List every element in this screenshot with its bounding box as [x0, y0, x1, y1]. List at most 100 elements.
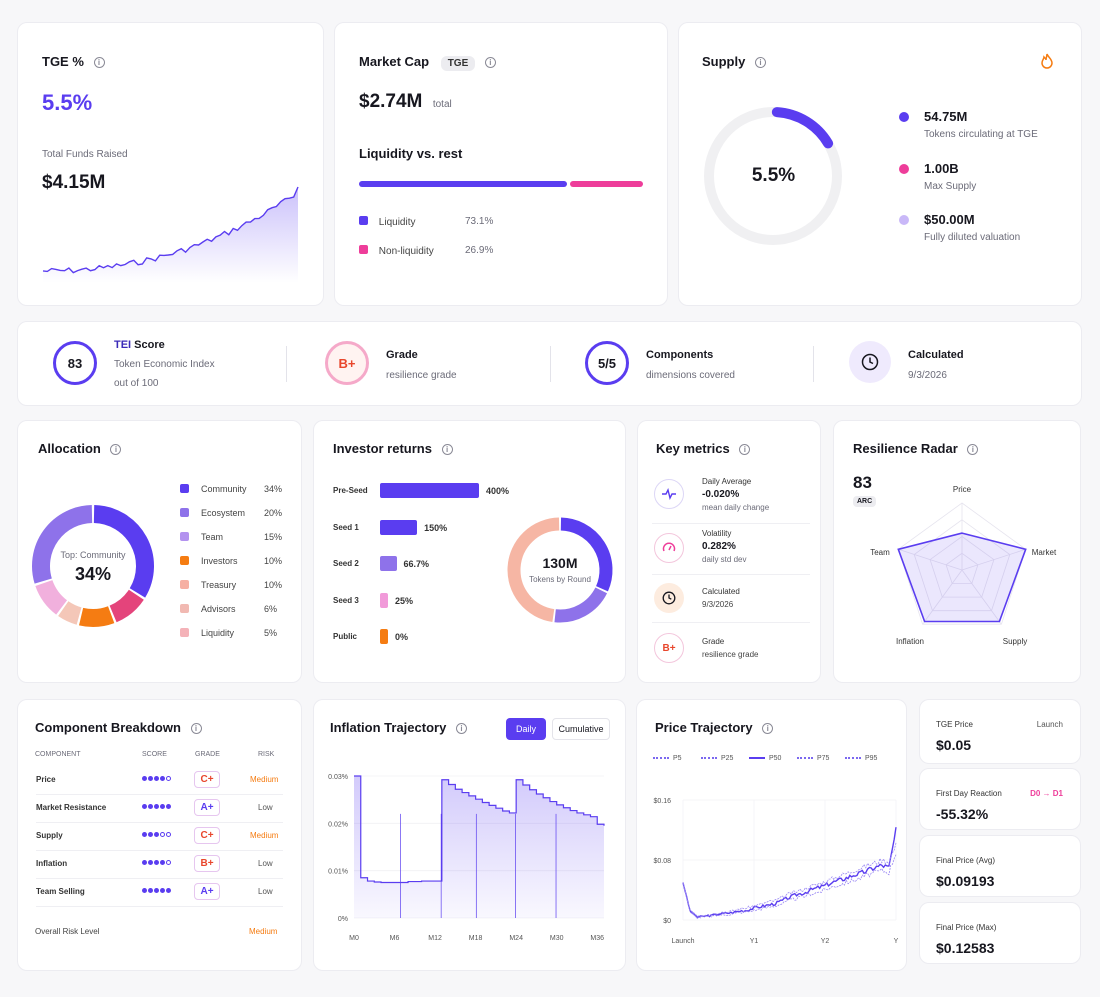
round-slice[interactable]: [507, 517, 560, 622]
table-row[interactable]: Market Resistance A+ Low: [36, 795, 283, 823]
metric-item: Daily Average -0.020% mean daily change: [652, 473, 812, 523]
grade-title: Grade: [386, 349, 418, 361]
allocation-slice[interactable]: [109, 589, 144, 623]
components-ring: 5/5: [585, 341, 629, 385]
price-legend-item: P25: [701, 755, 733, 762]
price-legend-item: P75: [797, 755, 829, 762]
risk-value: Low: [258, 803, 273, 812]
info-icon[interactable]: i: [441, 444, 453, 456]
supply-title: Supply: [702, 54, 746, 69]
stat-label: TGE Price: [936, 720, 973, 729]
table-row[interactable]: Supply C+ Medium: [36, 823, 283, 851]
round-label: Seed 2: [333, 559, 359, 568]
round-slice[interactable]: [560, 517, 613, 592]
round-bar[interactable]: [380, 592, 388, 608]
tokens-by-round-donut: [507, 517, 613, 623]
tge-badge: TGE: [440, 56, 476, 71]
price-series-p75: [682, 842, 897, 917]
investor-round-row: Seed 2 66.7%: [333, 556, 513, 572]
tei-line2: out of 100: [114, 378, 159, 389]
legend-value: 34%: [264, 484, 283, 494]
y-tick-label: 0.03%: [328, 774, 348, 781]
stat-label: Final Price (Max): [936, 923, 997, 932]
grade-badge: C+: [194, 771, 220, 788]
allocation-slice[interactable]: [35, 579, 68, 615]
round-bar[interactable]: [380, 556, 397, 571]
tab-cumulative[interactable]: Cumulative: [552, 718, 610, 740]
supply-dot: [899, 164, 909, 174]
y-tick-label: 0.02%: [328, 821, 348, 828]
resilience-radar-card: Resilience Radar i 83 ARC Price Market Sup…: [833, 420, 1081, 683]
inflation-chart: 0.03% 0.02% 0.01% 0% M0 M6 M12 M18 M24 M30 M36: [328, 774, 605, 942]
round-label: Pre-Seed: [333, 486, 368, 495]
fire-icon[interactable]: [1040, 53, 1054, 69]
x-tick-label: M36: [590, 935, 604, 942]
market-cap-title: Market Cap: [359, 54, 430, 69]
info-icon[interactable]: i: [93, 57, 105, 69]
allocation-slice[interactable]: [93, 505, 154, 598]
supply-card: Supply i 5.5% 54.75M Tokens circulating …: [678, 22, 1082, 306]
round-slice[interactable]: [554, 587, 608, 623]
radar-shape: [897, 532, 1027, 623]
legend-label: Team: [201, 532, 224, 542]
divider: [550, 346, 551, 382]
info-icon[interactable]: i: [754, 57, 766, 69]
component-name: Team Selling: [36, 887, 85, 896]
pulse-icon: [654, 479, 684, 509]
info-icon[interactable]: i: [739, 444, 751, 456]
info-icon[interactable]: i: [110, 444, 122, 456]
calculated-title: Calculated: [908, 349, 964, 361]
round-bar[interactable]: [380, 519, 418, 535]
y-tick-label: $0.16: [653, 798, 671, 805]
table-row[interactable]: Inflation B+ Low: [36, 851, 283, 879]
divider: [286, 346, 287, 382]
stat-value: $0.09193: [936, 873, 995, 889]
allocation-title: Allocation: [38, 441, 101, 456]
info-icon[interactable]: i: [190, 723, 202, 735]
radar-title: Resilience Radar: [853, 441, 958, 456]
breakdown-title: Component Breakdown: [35, 720, 181, 735]
key-metrics-title: Key metrics: [656, 441, 730, 456]
radar-axis-label: Supply: [1003, 637, 1027, 646]
score-dots: [142, 804, 172, 809]
funds-sparkline: [42, 186, 299, 283]
legend-value: 20%: [264, 508, 283, 518]
round-bar[interactable]: [380, 629, 388, 644]
legend-label: Ecosystem: [201, 508, 246, 518]
allocation-card: Allocation i Top: Community 34% Communit…: [17, 420, 302, 683]
info-icon[interactable]: i: [455, 723, 467, 735]
tab-daily[interactable]: Daily: [506, 718, 546, 740]
legend-value: 5%: [264, 628, 278, 638]
score-dots: [142, 888, 172, 893]
round-label: Public: [333, 632, 358, 641]
round-value: 400%: [486, 486, 510, 496]
investor-round-row: Pre-Seed 400%: [333, 483, 513, 499]
x-tick-label: M30: [550, 935, 564, 942]
component-name: Market Resistance: [36, 803, 107, 812]
allocation-slice[interactable]: [58, 601, 82, 625]
allocation-slice[interactable]: [79, 606, 115, 627]
info-icon[interactable]: i: [484, 57, 496, 69]
liquidity-bar: [359, 181, 643, 187]
legend-label: Investors: [201, 556, 238, 566]
legend-swatch: [180, 604, 189, 613]
risk-value: Medium: [250, 775, 279, 784]
investor-title: Investor returns: [333, 441, 432, 456]
info-icon[interactable]: i: [967, 444, 979, 456]
tge-card: TGE % i 5.5% Total Funds Raised $4.15M: [17, 22, 324, 306]
allocation-legend-item: Community 34%: [180, 484, 290, 496]
supply-ring: [704, 107, 842, 245]
info-icon[interactable]: i: [762, 723, 774, 735]
stat-right: Launch: [1036, 720, 1063, 729]
component-name: Price: [36, 775, 56, 784]
allocation-slice[interactable]: [32, 505, 93, 584]
round-bar[interactable]: [380, 483, 479, 498]
tei-line1: Token Economic Index: [114, 359, 215, 370]
legend-swatch: [180, 556, 189, 565]
legend-swatch: [180, 628, 189, 637]
table-row[interactable]: Price C+ Medium: [36, 767, 283, 795]
divider: [652, 622, 810, 623]
table-row[interactable]: Team Selling A+ Low: [36, 879, 283, 907]
legend-label: Treasury: [201, 580, 237, 590]
col-header-grade: GRADE: [195, 751, 220, 758]
